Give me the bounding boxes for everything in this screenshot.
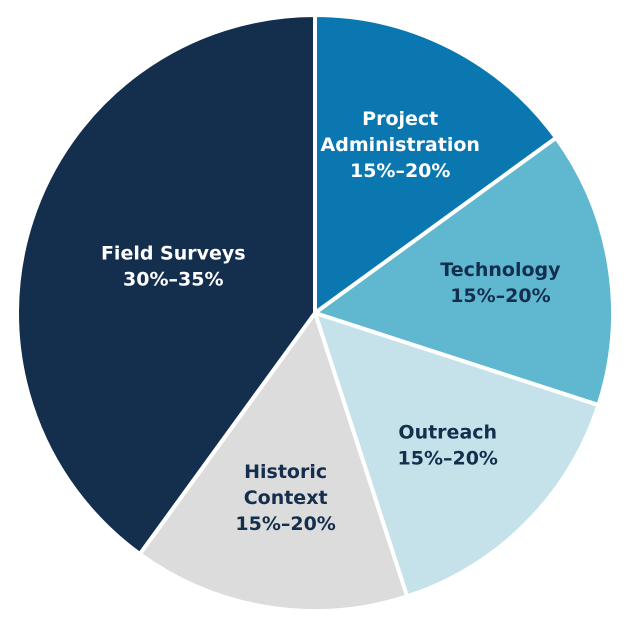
slice-label: Technology	[440, 259, 561, 281]
slice-range-label: 15%–20%	[350, 160, 450, 182]
slice-range-label: 15%–20%	[398, 447, 498, 469]
slice-label: Field Surveys	[101, 242, 246, 264]
slice-label: Outreach	[398, 421, 497, 443]
slice-range-label: 30%–35%	[123, 268, 223, 290]
pie-slice	[310, 135, 615, 408]
pie-slice	[15, 12, 317, 557]
slice-label: Administration	[321, 134, 480, 156]
slice-range-label: 15%–20%	[450, 285, 550, 307]
slice-label: Context	[244, 487, 328, 509]
slice-range-label: 15%–20%	[235, 513, 335, 535]
slice-label: Historic	[244, 461, 327, 483]
pie-slice	[313, 12, 559, 317]
slice-label: Project	[362, 108, 438, 130]
pie-slice	[137, 308, 410, 613]
